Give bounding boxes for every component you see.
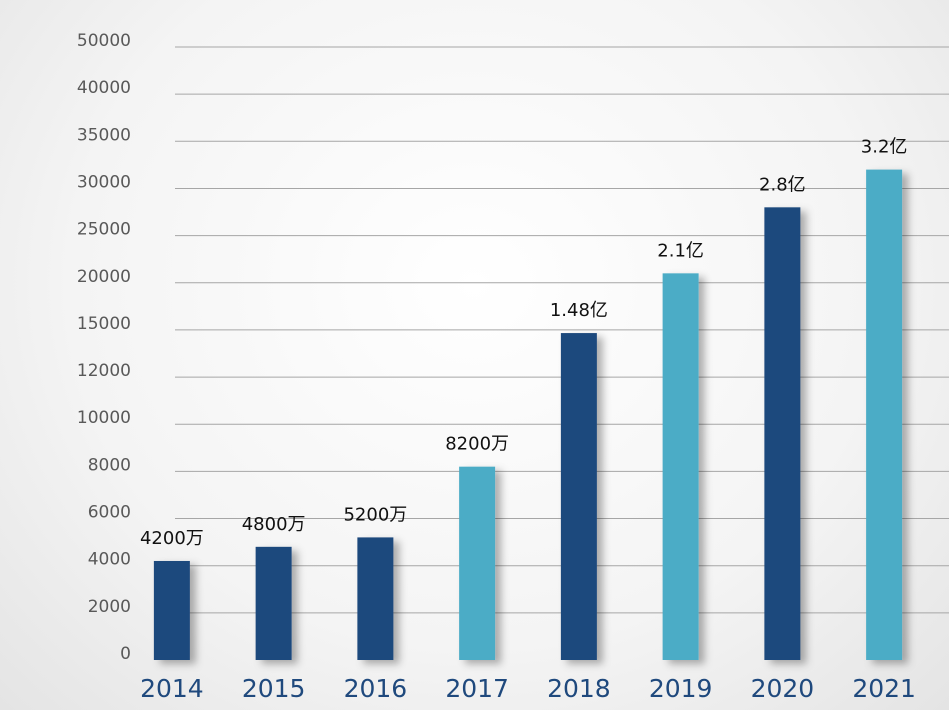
y-tick-label: 2000 <box>88 597 131 617</box>
x-tick-label: 2015 <box>242 674 306 703</box>
data-label: 2.8亿 <box>759 174 806 195</box>
y-tick-label: 15000 <box>77 314 131 334</box>
data-label: 2.1亿 <box>657 240 704 261</box>
bar <box>255 546 292 660</box>
y-tick-label: 50000 <box>77 31 131 51</box>
x-tick-label: 2016 <box>344 674 408 703</box>
data-label: 4200万 <box>140 528 204 549</box>
y-tick-label: 25000 <box>77 220 131 240</box>
bar <box>764 207 801 661</box>
x-tick-label: 2021 <box>852 674 916 703</box>
x-tick-label: 2019 <box>649 674 713 703</box>
bar <box>560 333 597 660</box>
y-tick-label: 20000 <box>77 267 131 287</box>
data-label: 5200万 <box>343 504 407 525</box>
data-label: 8200万 <box>445 434 509 455</box>
y-tick-label: 10000 <box>77 408 131 428</box>
y-tick-label: 40000 <box>77 78 131 98</box>
data-label: 4800万 <box>242 514 306 535</box>
x-tick-label: 2020 <box>751 674 815 703</box>
x-tick-label: 2018 <box>547 674 611 703</box>
y-tick-label: 12000 <box>77 361 131 381</box>
bar <box>153 560 190 660</box>
y-tick-label: 8000 <box>88 455 131 475</box>
bar <box>459 466 496 660</box>
bar <box>866 169 903 660</box>
y-tick-label: 4000 <box>88 550 131 570</box>
x-tick-label: 2014 <box>140 674 204 703</box>
y-tick-label: 0 <box>120 644 131 664</box>
y-tick-label: 6000 <box>88 503 131 523</box>
y-tick-label: 35000 <box>77 125 131 145</box>
bar <box>662 273 699 660</box>
data-label: 1.48亿 <box>550 300 608 321</box>
bar <box>357 537 394 660</box>
x-tick-label: 2017 <box>445 674 509 703</box>
data-label: 3.2亿 <box>861 137 908 158</box>
y-tick-label: 30000 <box>77 172 131 192</box>
